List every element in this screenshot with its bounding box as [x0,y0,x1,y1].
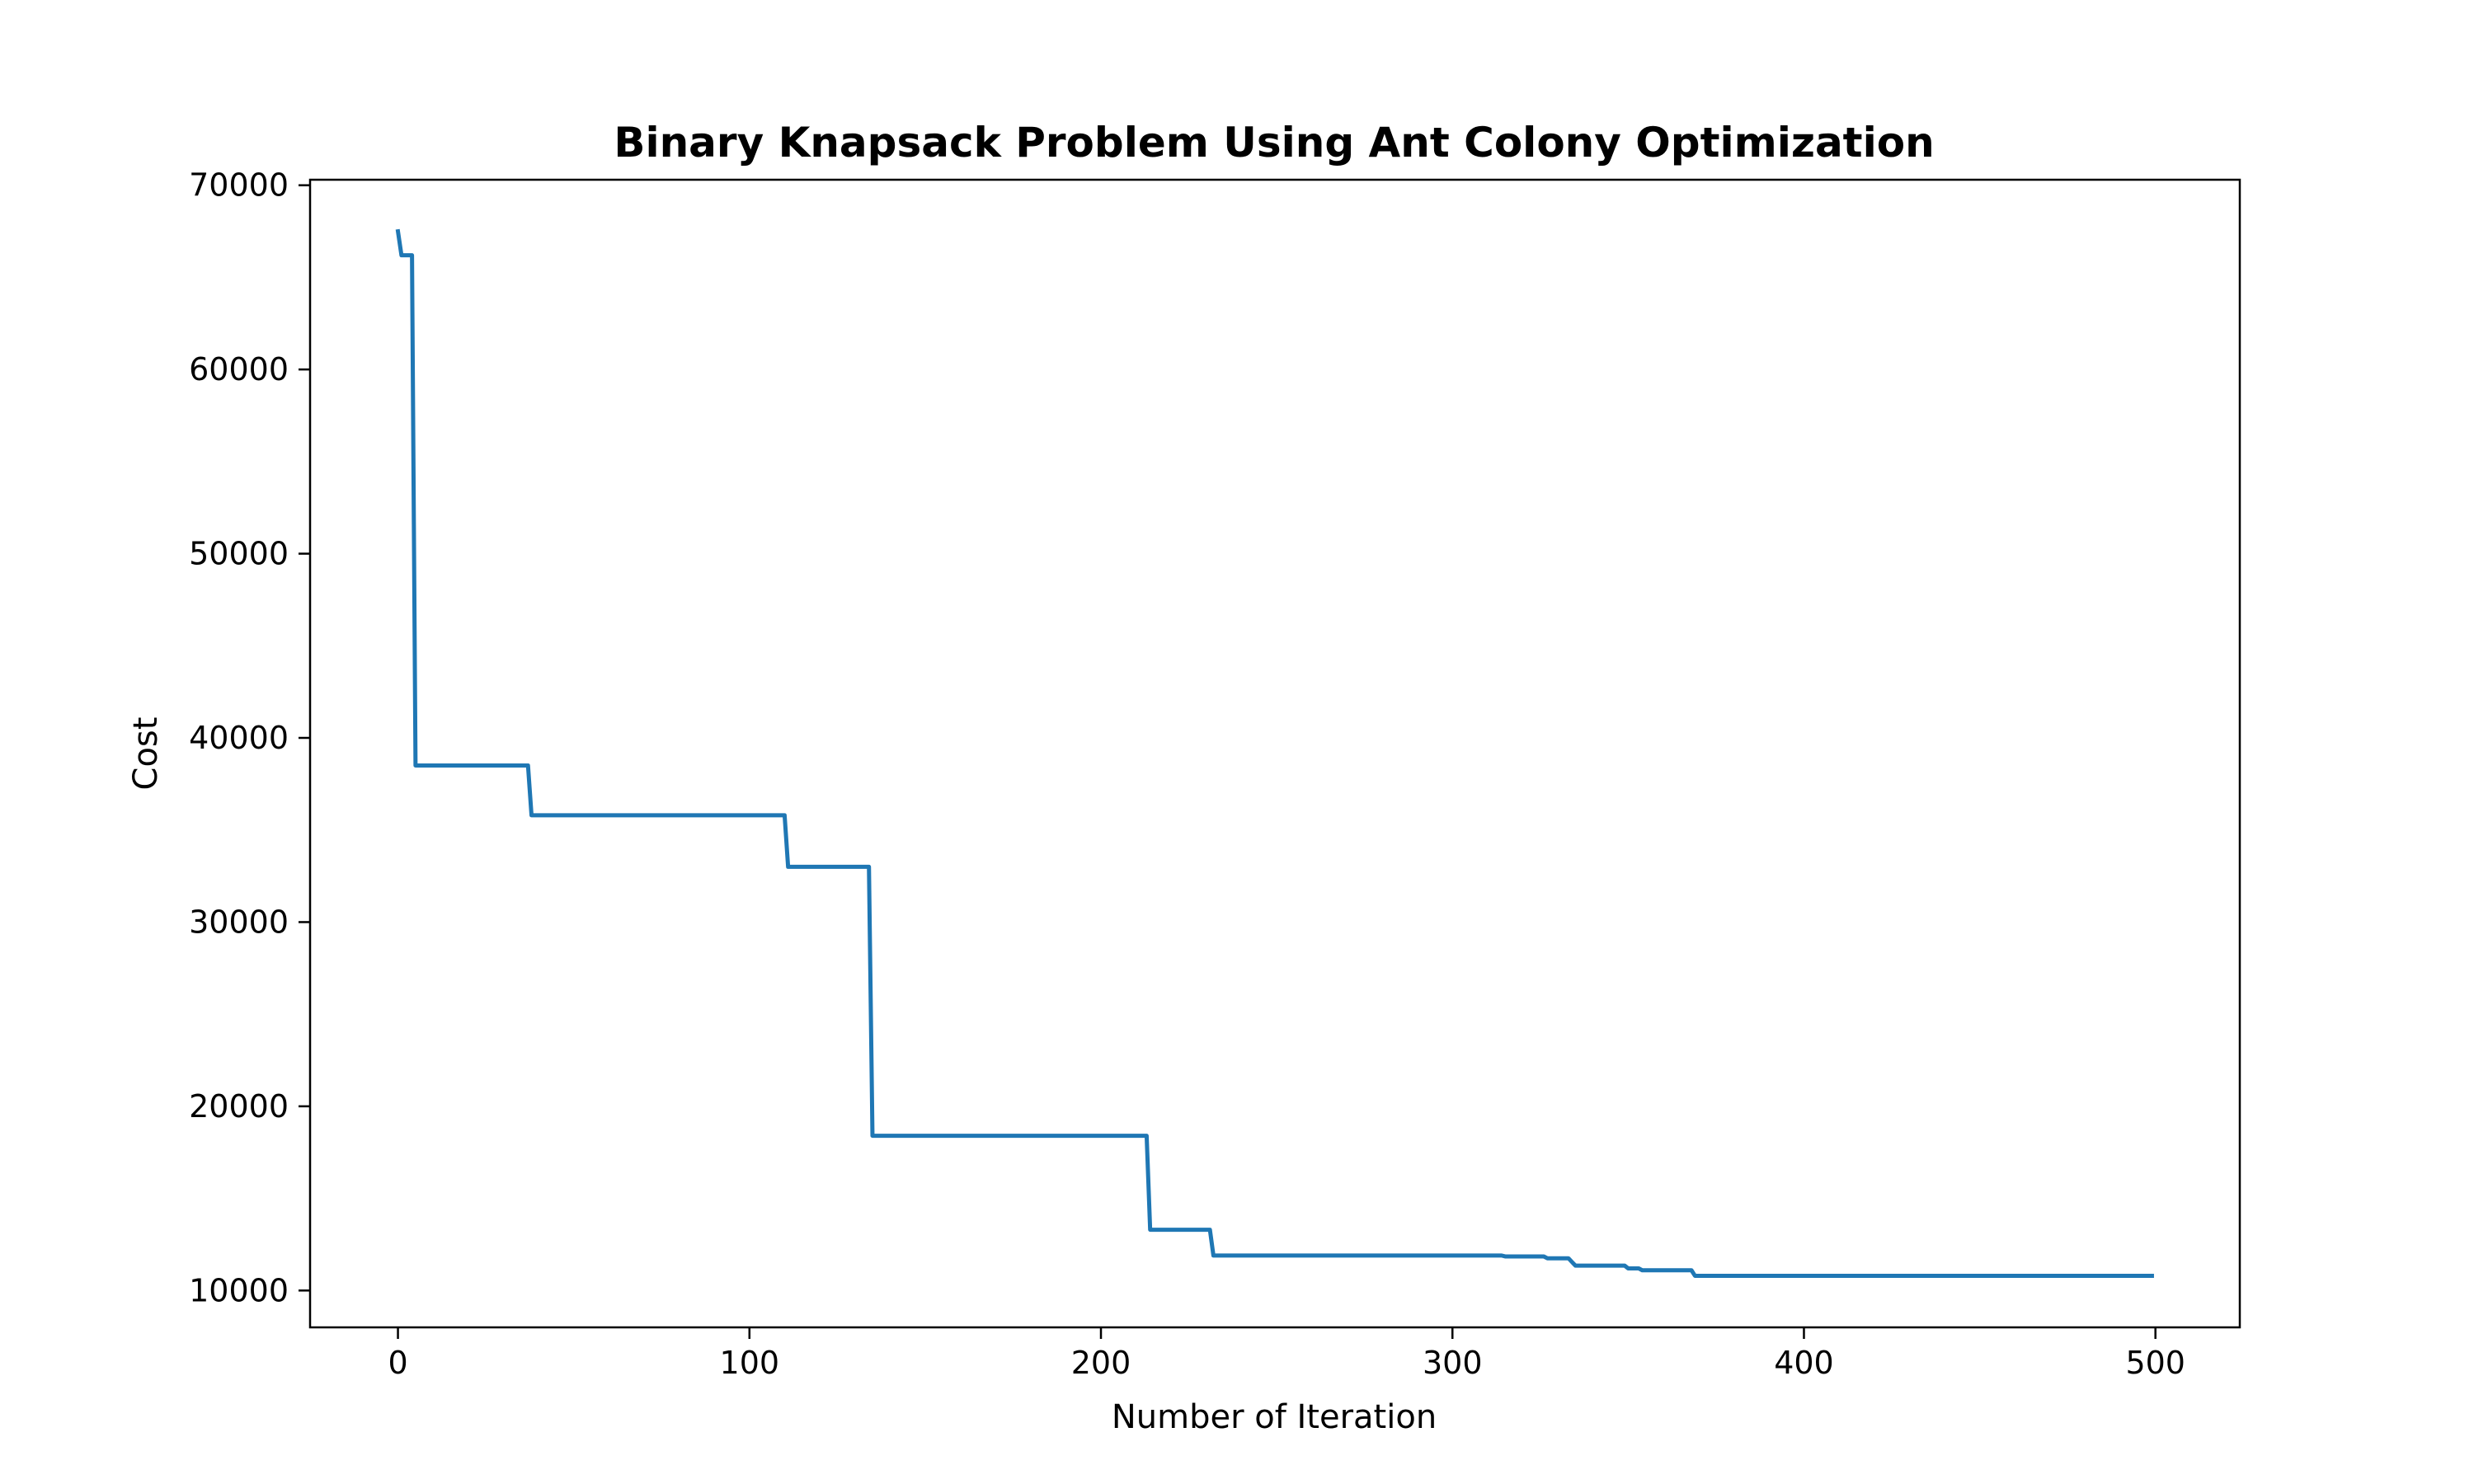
y-tick-label: 50000 [189,536,289,572]
y-tick-label: 20000 [189,1088,289,1125]
x-axis-label: Number of Iteration [1112,1398,1437,1436]
ticks-layer: 0 100 200 300 400 500 10000 20000 30000 40000 5000… [189,167,2185,1381]
plot-frame [308,178,2241,1329]
y-tick-label: 30000 [189,904,289,940]
y-tick-label: 40000 [189,720,289,756]
y-tick-label: 60000 [189,351,289,387]
y-tick-label: 10000 [189,1272,289,1308]
x-tick-label: 400 [1774,1345,1834,1381]
y-axis-label: Cost [127,717,165,791]
plot-area [310,180,2240,1327]
x-tick-label: 0 [388,1345,407,1381]
x-tick-label: 500 [2125,1345,2185,1381]
y-tick-label: 70000 [189,167,289,204]
x-tick-label: 200 [1071,1345,1131,1381]
x-tick-label: 100 [720,1345,780,1381]
series-line-0 [395,228,2154,1278]
chart-title: Binary Knapsack Problem Using Ant Colony… [614,119,1934,167]
series-layer [395,228,2154,1278]
x-tick-label: 300 [1423,1345,1483,1381]
